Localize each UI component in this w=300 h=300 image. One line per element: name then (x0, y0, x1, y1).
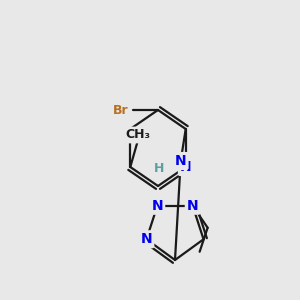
Text: N: N (141, 232, 152, 246)
Text: Br: Br (113, 103, 129, 116)
Text: CH₃: CH₃ (126, 128, 151, 142)
Text: N: N (175, 154, 187, 168)
Text: H: H (154, 163, 164, 176)
Text: N: N (187, 199, 198, 213)
Text: N: N (152, 199, 163, 213)
Text: N: N (180, 160, 191, 174)
